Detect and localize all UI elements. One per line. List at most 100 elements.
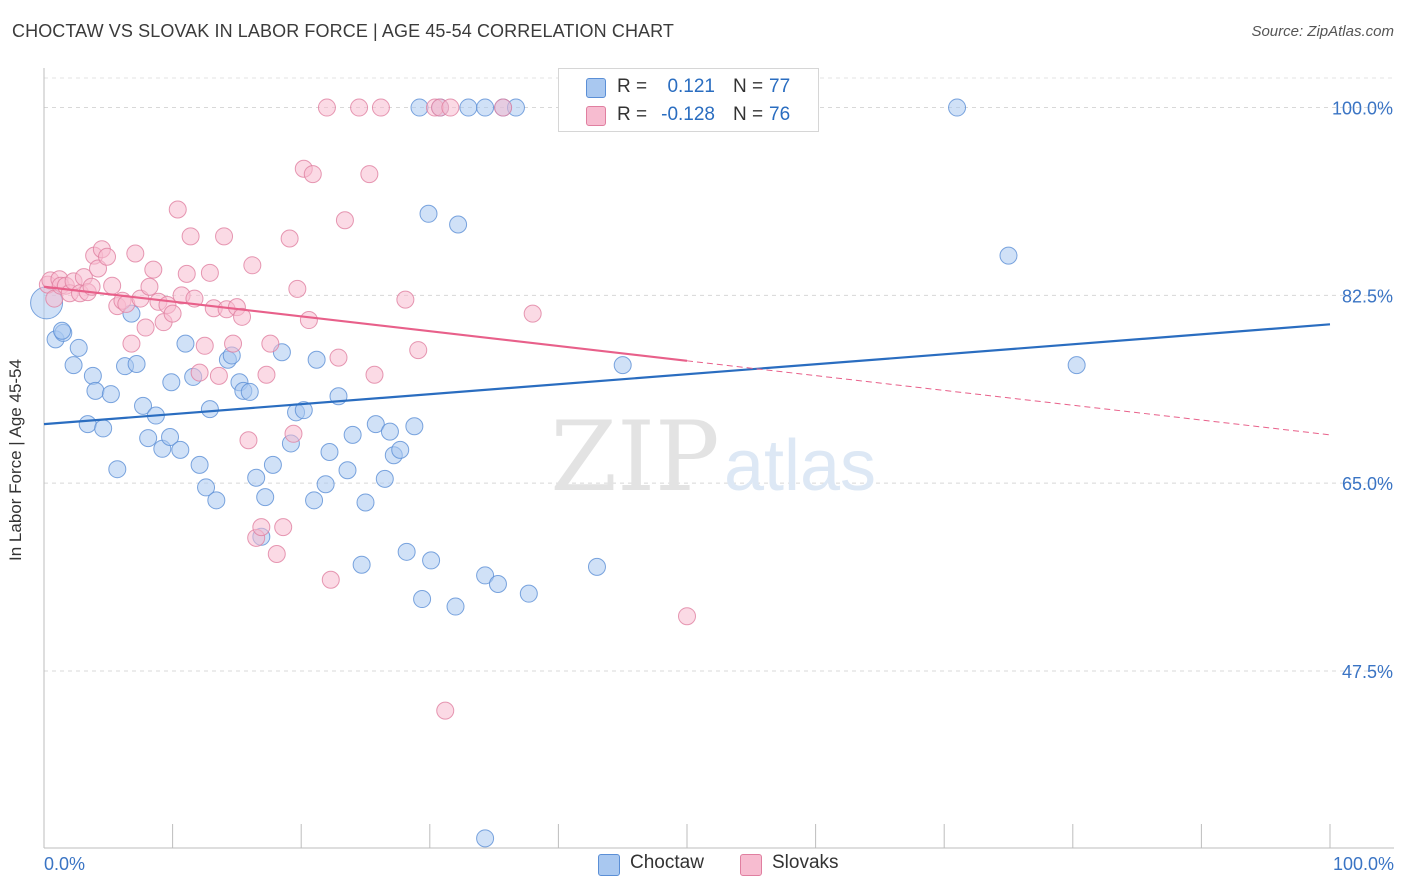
y-tick-label: 100.0% [1332,99,1393,119]
choctaw-point [64,356,83,375]
series-legend: Choctaw Slovaks [0,852,1406,878]
legend-swatch-slovaks [740,854,762,876]
chart-title: CHOCTAW VS SLOVAK IN LABOR FORCE | AGE 4… [12,21,675,41]
choctaw-point [101,385,120,404]
slovaks-point [181,227,200,246]
choctaw-point [948,98,967,117]
slovaks-trend-line [43,285,688,362]
choctaw-point [316,475,335,494]
choctaw-point [613,356,632,375]
slovaks-point [103,276,122,295]
choctaw-point [86,381,105,400]
choctaw-point [413,590,432,609]
choctaw-point [519,584,538,603]
choctaw-point [83,366,102,385]
trend-lines [43,285,1331,436]
choctaw-point [366,415,385,434]
choctaw-point [422,551,441,570]
legend-swatch-slovaks [586,106,606,126]
slovaks-point [163,304,182,323]
slovaks-point [239,431,258,450]
slovaks-point [195,336,214,355]
choctaw-point [307,350,326,369]
slovaks-point [243,256,262,275]
slovaks-point [215,227,234,246]
choctaw-point [200,400,219,419]
choctaw-point [352,555,371,574]
watermark-zip: ZIP [550,401,719,513]
chart-source: Source: ZipAtlas.com [1251,23,1394,40]
slovaks-point [678,607,696,626]
choctaw-point [176,334,195,353]
slovaks-point [317,98,336,117]
choctaw-point [320,443,339,462]
legend-r-value: -0.128 [661,104,715,125]
slovaks-point [274,518,293,537]
choctaw-point [69,338,88,357]
y-axis-label: In Labor Force | Age 45-54 [6,359,25,561]
slovaks-point [284,424,303,443]
choctaw-point [305,491,324,510]
choctaw-point [375,469,394,488]
slovaks-point [257,365,276,384]
slovaks-point [288,279,307,298]
slovaks-trend-line-extrapolated [686,360,1331,436]
slovaks-point [396,290,415,309]
legend-swatch-choctaw [598,854,620,876]
gridlines [44,77,1394,672]
slovaks-point [144,260,163,279]
x-tick-label: 0.0% [44,854,85,874]
choctaw-point [127,355,146,374]
watermark: ZIP atlas [550,401,876,513]
slovaks-point [350,98,369,117]
choctaw-point [108,460,127,479]
axes [43,68,1394,849]
slovaks-point [122,334,141,353]
choctaw-point [240,382,259,401]
legend-r-label: R = [617,104,648,125]
choctaw-point [338,461,357,480]
choctaw-point [78,415,97,434]
slovaks-point [200,263,219,282]
data-points [30,98,1086,848]
slovaks-point [136,318,155,337]
legend-label-choctaw: Choctaw [630,852,704,873]
slovaks-point [209,366,228,385]
slovaks-point [168,200,187,219]
y-tick-label: 82.5% [1342,286,1393,306]
choctaw-point [190,455,209,474]
choctaw-point [419,204,438,223]
choctaw-point [380,422,399,441]
choctaw-point [1067,356,1086,375]
slovaks-point [252,518,271,537]
slovaks-point [233,307,252,326]
legend-row-slovaks: R = -0.128 N = 76 [559,100,818,128]
choctaw-point [263,455,282,474]
legend-swatch-choctaw [586,78,606,98]
slovaks-point [441,98,460,117]
slovaks-point [365,365,384,384]
slovaks-point [321,570,340,589]
legend-n-label: N = [733,104,764,125]
choctaw-point [999,246,1018,265]
slovaks-point [371,98,390,117]
choctaw-point [197,478,216,497]
choctaw-point [294,401,313,420]
slovaks-point [329,348,348,367]
slovaks-point [335,211,354,230]
watermark-atlas: atlas [724,426,876,506]
slovaks-point [299,311,318,330]
choctaw-point [94,419,113,438]
slovaks-point [190,363,209,382]
slovaks-point [140,277,159,296]
tick-labels: 100.0% 82.5% 65.0% 47.5% 0.0% 100.0% [44,99,1394,874]
slovaks-point [261,334,280,353]
choctaw-point [356,493,375,512]
slovaks-point [126,244,145,263]
slovaks-point [360,165,379,184]
choctaw-point [488,575,507,594]
choctaw-point [134,396,153,415]
legend-row-choctaw: R = 0.121 N = 77 [559,72,818,100]
choctaw-point [410,98,429,117]
